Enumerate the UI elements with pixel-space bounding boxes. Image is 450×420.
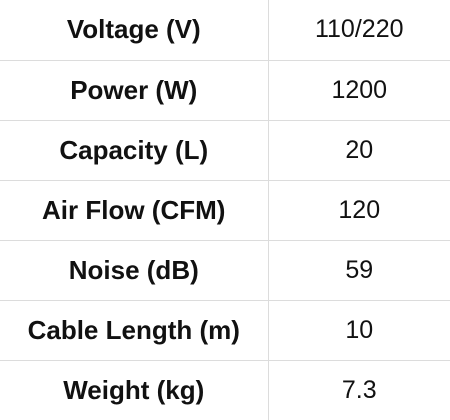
spec-row-cable-length: Cable Length (m) 10 (0, 300, 450, 361)
spec-value-air-flow: 120 (268, 180, 450, 241)
spec-label-voltage: Voltage (V) (0, 0, 269, 61)
spec-label-power: Power (W) (0, 60, 269, 121)
spec-label-noise: Noise (dB) (0, 240, 269, 301)
spec-label-air-flow: Air Flow (CFM) (0, 180, 269, 241)
spec-row-weight: Weight (kg) 7.3 (0, 360, 450, 420)
spec-label-weight: Weight (kg) (0, 360, 269, 420)
spec-value-power: 1200 (268, 60, 450, 121)
spec-row-air-flow: Air Flow (CFM) 120 (0, 180, 450, 241)
spec-value-weight: 7.3 (341, 375, 377, 404)
spec-row-voltage: Voltage (V) 110/220 (0, 0, 450, 61)
spec-value-noise: 59 (268, 240, 450, 301)
spec-row-power: Power (W) 1200 (0, 60, 450, 121)
spec-value-voltage: 110/220 (268, 0, 450, 61)
spec-value-capacity: 20 (268, 120, 450, 181)
spec-row-noise: Noise (dB) 59 (0, 240, 450, 301)
spec-label-cable-length: Cable Length (m) (0, 300, 269, 361)
spec-label-capacity: Capacity (L) (0, 120, 269, 181)
spec-value-cable-length: 10 (268, 300, 450, 361)
spec-row-capacity: Capacity (L) 20 (0, 120, 450, 181)
